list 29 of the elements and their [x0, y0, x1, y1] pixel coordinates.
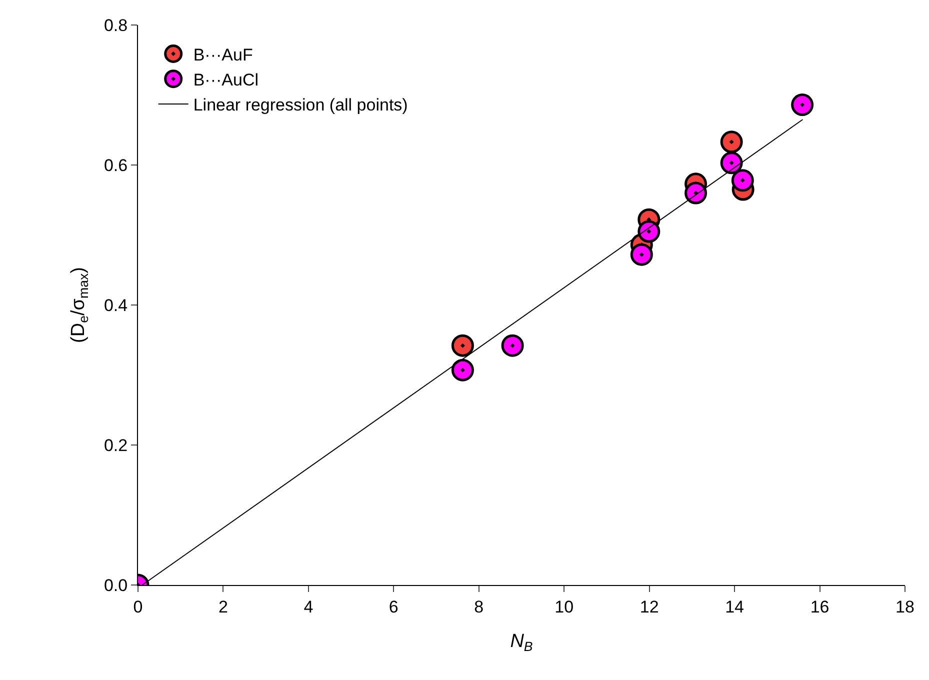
x-tick-label: 10: [554, 597, 574, 616]
legend-label: Linear regression (all points): [193, 96, 408, 115]
point: [791, 94, 814, 116]
legend-label: B···AuCl: [193, 70, 259, 90]
point: [630, 243, 653, 266]
x-tick-label: 6: [388, 597, 398, 616]
y-tick-label: 0.8: [104, 16, 128, 35]
x-tick-label: 4: [304, 597, 314, 616]
y-tick-label: 0.2: [104, 436, 128, 455]
point: [451, 358, 474, 382]
x-tick-label: 14: [725, 597, 744, 616]
point: [451, 334, 474, 357]
legend-label: B···AuF: [193, 45, 253, 64]
x-tick-label: 8: [474, 597, 484, 616]
point: [720, 130, 743, 154]
x-tick-label: 0: [133, 597, 143, 616]
x-tick-label: 18: [896, 597, 914, 616]
x-tick-label: 16: [810, 597, 830, 616]
point: [720, 152, 743, 174]
y-tick-label: 0.6: [104, 156, 128, 175]
x-axis-title: N$_{B}$: [510, 631, 533, 654]
point: [638, 220, 660, 243]
y-tick-label: 0.0: [104, 576, 128, 595]
y-tick-label: 0.4: [104, 296, 128, 315]
point: [501, 334, 524, 357]
x-tick-label: 2: [218, 597, 228, 616]
point: [731, 169, 754, 192]
x-tick-label: 12: [640, 597, 659, 616]
point: [684, 182, 708, 204]
